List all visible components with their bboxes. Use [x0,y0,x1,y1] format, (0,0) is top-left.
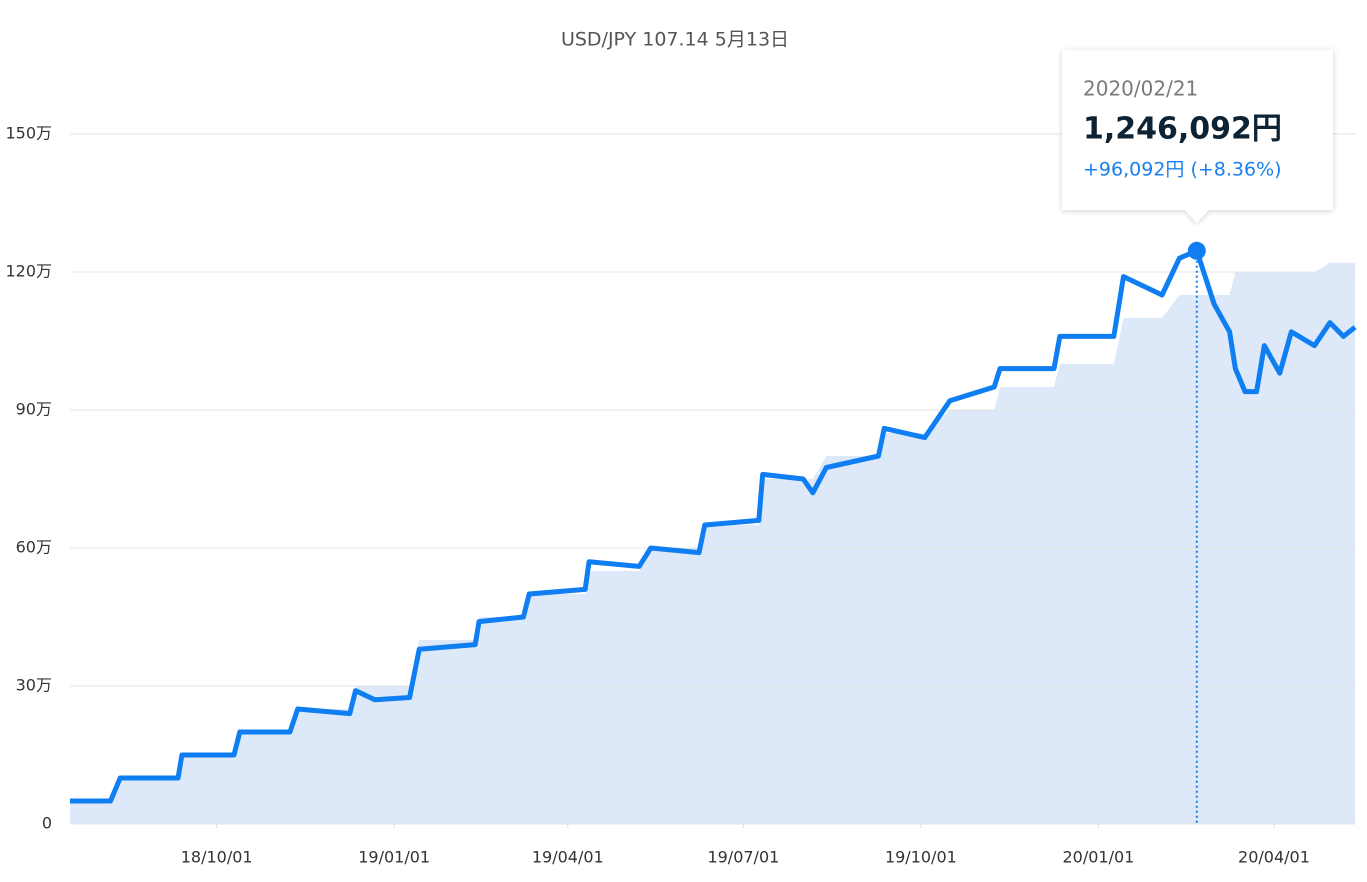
x-tick-label: 19/01/01 [358,848,430,867]
y-tick-label: 120万 [5,262,52,281]
tooltip-date: 2020/02/21 [1083,77,1198,101]
tooltip-change: +96,092円 (+8.36%) [1083,159,1282,181]
hover-point [1187,241,1206,260]
x-tick-label: 19/07/01 [707,848,779,867]
y-tick-label: 150万 [5,124,52,143]
principal-area [70,262,1355,824]
tooltip [1062,50,1333,223]
x-tick-label: 20/04/01 [1238,848,1310,867]
y-tick-label: 0 [42,814,52,833]
x-tick-label: 19/04/01 [532,848,604,867]
x-tick-label: 20/01/01 [1062,848,1134,867]
x-tick-label: 18/10/01 [181,848,253,867]
y-tick-label: 90万 [16,400,52,419]
tooltip-box [1062,50,1333,223]
y-tick-label: 60万 [16,538,52,557]
value-line [70,248,1357,804]
x-tick-label: 19/10/01 [885,848,957,867]
y-tick-label: 30万 [16,676,52,695]
tooltip-value: 1,246,092円 [1083,112,1282,147]
chart-subtitle: USD/JPY 107.14 5月13日 [561,29,789,51]
